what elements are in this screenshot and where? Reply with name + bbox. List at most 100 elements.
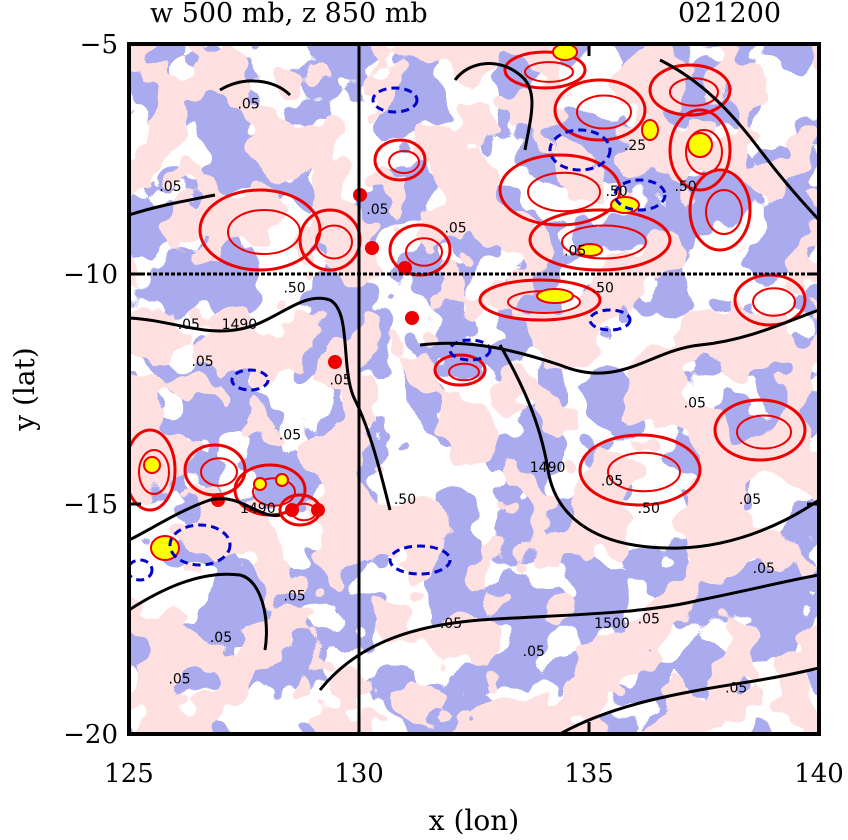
w-strong-positive-area [143, 456, 161, 474]
w-contour-label: .05 [283, 589, 305, 605]
w-positive-contour [527, 171, 601, 213]
w-positive-contour [705, 189, 743, 235]
w-positive-contour [198, 188, 322, 272]
w-positive-contour [669, 77, 719, 107]
w-positive-contour [524, 61, 574, 83]
w-negative-contour [548, 128, 612, 172]
height-contour-line [453, 62, 534, 151]
w-positive-contour [733, 273, 807, 327]
height-contour-line [129, 497, 281, 542]
w-negative-contour [230, 368, 270, 392]
plot-frame [127, 42, 821, 736]
w-positive-contour [688, 168, 752, 252]
w-max-dot [398, 261, 412, 275]
w-max-dot [405, 311, 419, 325]
w-max-dot [365, 241, 379, 255]
w-positive-contour [713, 398, 807, 462]
y-tick-label: −5 [80, 30, 118, 60]
y-axis: −5 −10 −15 −20 [63, 30, 819, 750]
w-contour-label: .50 [592, 280, 614, 296]
height-contours [129, 58, 819, 734]
height-contour-label: 1500 [594, 616, 630, 632]
w-contour-label: .50 [674, 179, 696, 195]
w-contour-label: .05 [366, 202, 388, 218]
w-strong-positive-area [687, 132, 713, 158]
x-tick-label: 130 [334, 759, 384, 789]
w-positive-contour [607, 451, 681, 493]
w-max-dot [285, 503, 299, 517]
height-contour-line [219, 79, 292, 97]
w-negative-contour [129, 558, 154, 582]
w-positive-contour [668, 108, 732, 192]
w-positive-contour [448, 362, 480, 382]
w-contour-label: .05 [601, 474, 623, 490]
w-positive-contour [576, 94, 632, 130]
w-positive-contour [561, 224, 647, 260]
w-contour-label: .25 [624, 138, 646, 154]
w-positive-contour [405, 237, 443, 267]
height-contour-line [659, 58, 819, 222]
w-contour-label: .05 [210, 630, 232, 646]
w-positive-contour [498, 153, 622, 227]
w-contour-label: .05 [725, 681, 747, 697]
w-contour-label: .05 [523, 644, 545, 660]
x-tick-label: 125 [104, 759, 154, 789]
w-contour-label: .05 [329, 372, 351, 388]
w-positive-contour [315, 224, 353, 260]
plot-area: .05 .05 .05 .05 .05 .05 .50 .50 .50 .25 .05 .05 .05.… [129, 44, 819, 734]
height-contour-line [129, 296, 392, 511]
timestamp: 021200 [678, 0, 781, 29]
w-contour-label: .05 [440, 616, 462, 632]
w-strong-positive-area [552, 44, 578, 61]
w-positive-contour [578, 433, 702, 507]
w-negative-contour [371, 86, 419, 114]
w-max-dot [311, 503, 325, 517]
contour-labels: .05 .05 .05 .05 .05 .05 .50 .50 .50 .25 .05 .05 .05.… [159, 96, 775, 696]
height-contour-label: 1490 [240, 501, 276, 517]
w-strong-positive-area [641, 119, 659, 141]
w-strong-positive-area [577, 243, 603, 257]
y-tick-label: −10 [63, 260, 118, 290]
w-negative-contour [588, 308, 632, 332]
chart-title: w 500 mb, z 850 mb [150, 0, 428, 29]
height-contour-line [498, 344, 819, 550]
height-contour-line [129, 193, 216, 217]
w-positive-contour [648, 63, 732, 117]
w-strong-positive-area [275, 473, 289, 487]
w-negative-contour [613, 178, 667, 212]
height-contour-line [419, 308, 819, 375]
w-positive-contour [528, 208, 672, 272]
w-strong-positive-area [253, 477, 267, 491]
w-positive-contour [433, 353, 487, 387]
w-positive-contour [752, 287, 796, 317]
w-contour-label: .05 [564, 244, 586, 260]
w-positive-contour [553, 78, 647, 142]
reference-lines [129, 44, 819, 734]
w-negative-contour [448, 338, 492, 362]
y-axis-label: y (lat) [8, 347, 41, 431]
w-contour-label: .05 [279, 428, 301, 444]
w-negative-contour [388, 544, 452, 576]
w-contour-label: .50 [283, 280, 305, 296]
w-contour-label: .05 [168, 671, 190, 687]
y-tick-label: −15 [63, 490, 118, 520]
w-contour-label: .05 [178, 317, 200, 333]
w-positive-contour [388, 150, 420, 174]
height-contour-line [318, 573, 819, 691]
w-contour-label: .05 [237, 96, 259, 112]
height-contour-line [559, 666, 819, 734]
w-contour-label: .05 [753, 561, 775, 577]
w-positive-contour [252, 477, 296, 507]
w-positive-contour [200, 457, 238, 487]
w-regions [129, 44, 807, 582]
w-contour-label: .50 [638, 501, 660, 517]
w-positive-contour [129, 428, 177, 512]
positive-w-field [129, 44, 819, 734]
w-positive-contour [685, 129, 723, 175]
x-axis: 125 130 135 140 [104, 44, 844, 789]
w-contour-label: .05 [739, 492, 761, 508]
w-contour-label: .05 [159, 179, 181, 195]
w-contour-label: .50 [394, 492, 416, 508]
w-positive-contour [138, 449, 170, 495]
